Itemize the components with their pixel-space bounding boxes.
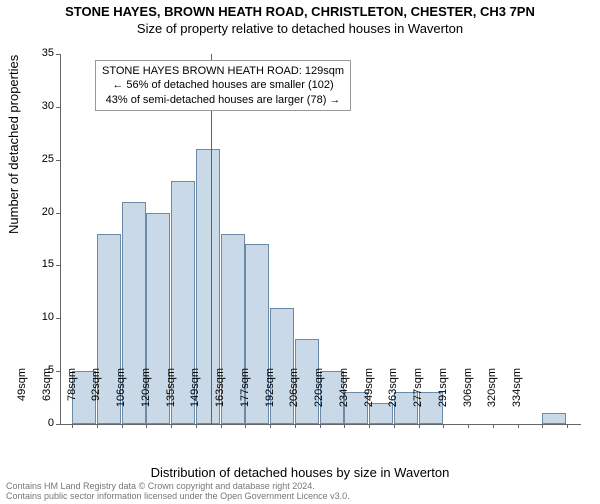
x-tick-label: 291sqm	[437, 368, 449, 428]
x-tick-label: 92sqm	[90, 368, 102, 428]
y-tick-mark	[56, 265, 60, 266]
y-tick-mark	[56, 318, 60, 319]
y-tick-label: 10	[24, 311, 54, 323]
x-tick-label: 163sqm	[214, 368, 226, 428]
x-tick-label: 334sqm	[511, 368, 523, 428]
x-tick-label: 78sqm	[66, 368, 78, 428]
x-tick-mark	[542, 424, 543, 428]
x-tick-label: 206sqm	[288, 368, 300, 428]
annotation-line-3: 43% of semi-detached houses are larger (…	[102, 93, 344, 107]
y-tick-label: 15	[24, 258, 54, 270]
y-tick-mark	[56, 54, 60, 55]
y-tick-label: 35	[24, 47, 54, 59]
x-tick-label: 234sqm	[338, 368, 350, 428]
footer-attribution: Contains HM Land Registry data © Crown c…	[6, 482, 350, 502]
footer-line-2: Contains public sector information licen…	[6, 492, 350, 502]
title-sub: Size of property relative to detached ho…	[0, 21, 600, 36]
y-tick-mark	[56, 424, 60, 425]
x-tick-label: 63sqm	[41, 368, 53, 428]
chart-area: 05101520253035 49sqm63sqm78sqm92sqm106sq…	[60, 54, 580, 424]
y-tick-mark	[56, 213, 60, 214]
histogram-bar	[542, 413, 566, 424]
annotation-line-1: STONE HAYES BROWN HEATH ROAD: 129sqm	[102, 64, 344, 78]
x-tick-label: 277sqm	[412, 368, 424, 428]
annotation-box: STONE HAYES BROWN HEATH ROAD: 129sqm ← 5…	[95, 60, 351, 111]
y-tick-mark	[56, 107, 60, 108]
x-tick-label: 220sqm	[313, 368, 325, 428]
x-tick-label: 106sqm	[115, 368, 127, 428]
x-tick-label: 49sqm	[16, 368, 28, 428]
x-tick-label: 320sqm	[486, 368, 498, 428]
x-tick-mark	[567, 424, 568, 428]
annotation-line-2: ← 56% of detached houses are smaller (10…	[102, 78, 344, 92]
x-tick-label: 249sqm	[363, 368, 375, 428]
y-axis-label: Number of detached properties	[6, 55, 21, 234]
x-axis-label: Distribution of detached houses by size …	[0, 465, 600, 480]
x-tick-label: 149sqm	[189, 368, 201, 428]
y-tick-label: 30	[24, 100, 54, 112]
y-tick-label: 25	[24, 153, 54, 165]
title-main: STONE HAYES, BROWN HEATH ROAD, CHRISTLET…	[0, 4, 600, 19]
x-tick-label: 306sqm	[462, 368, 474, 428]
y-tick-label: 20	[24, 206, 54, 218]
x-tick-label: 120sqm	[140, 368, 152, 428]
x-tick-label: 135sqm	[165, 368, 177, 428]
y-tick-mark	[56, 371, 60, 372]
y-tick-mark	[56, 160, 60, 161]
x-tick-label: 177sqm	[239, 368, 251, 428]
x-tick-label: 192sqm	[264, 368, 276, 428]
x-tick-label: 263sqm	[387, 368, 399, 428]
